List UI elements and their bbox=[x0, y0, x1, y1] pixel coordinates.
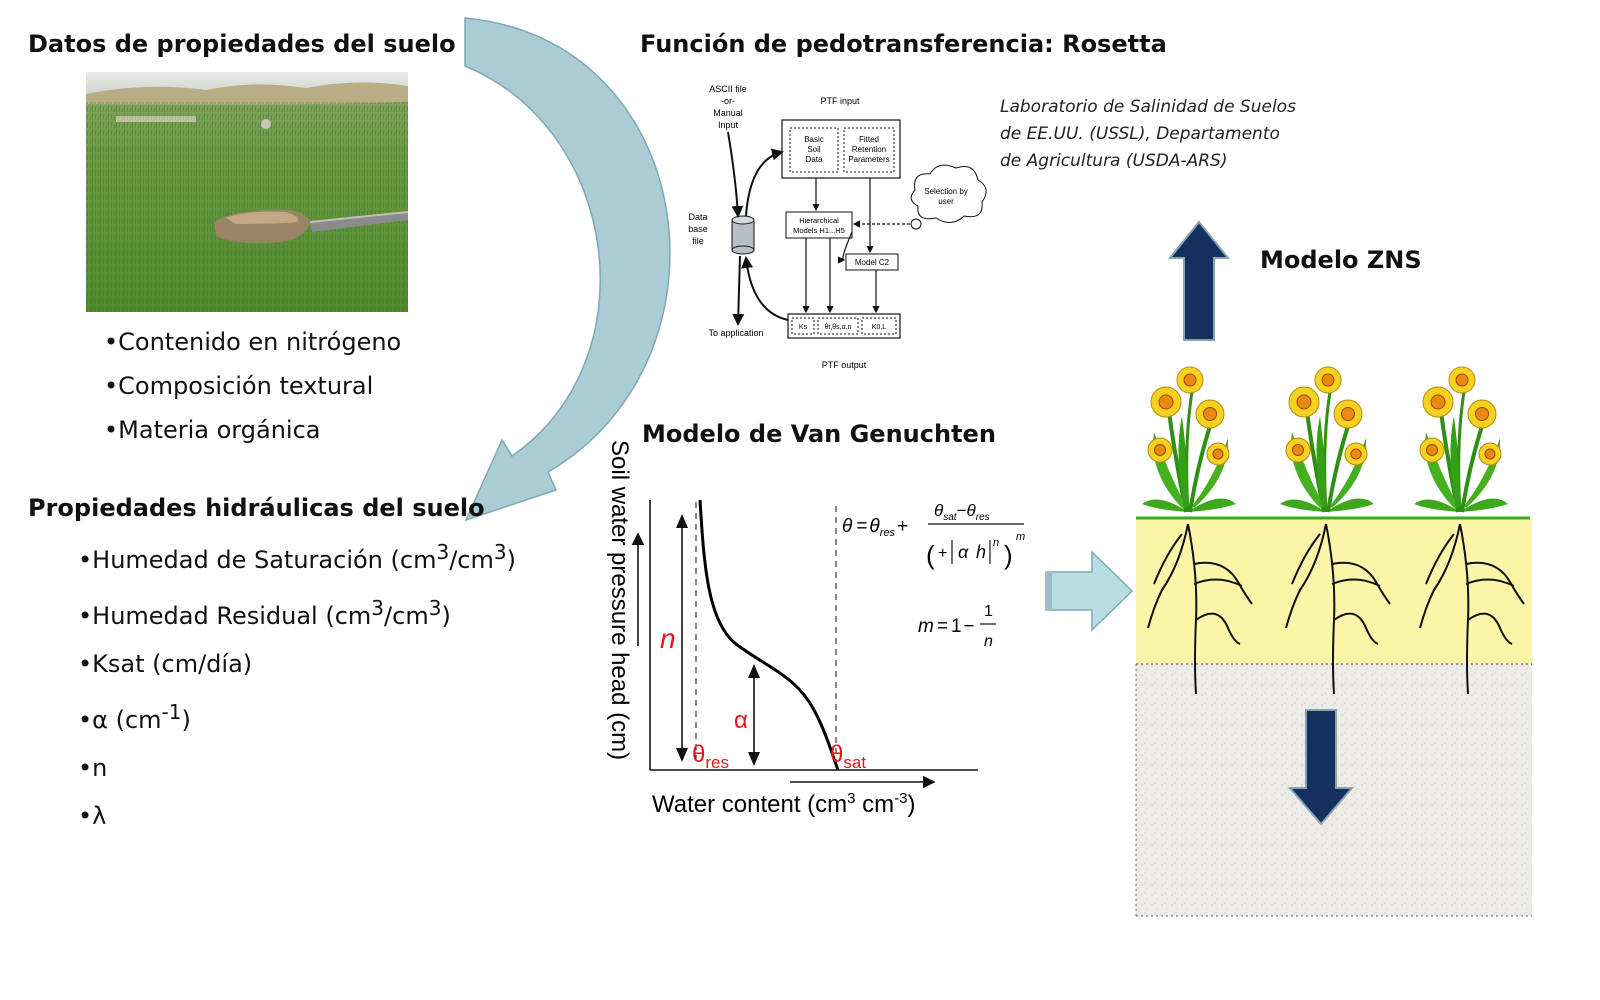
arrow-up-shape bbox=[1167, 220, 1231, 341]
svg-text:m: m bbox=[1016, 531, 1025, 543]
vg-equation-m: m = 1− 1 n bbox=[918, 603, 996, 650]
vg-theta-res-label: θres bbox=[692, 741, 729, 772]
flow-selection-cloud bbox=[910, 164, 987, 223]
institution-line: de EE.UU. (USSL), Departamento bbox=[1000, 124, 1280, 144]
rosetta-heading: Función de pedotransferencia: Rosetta bbox=[640, 30, 1167, 58]
van-genuchten-heading: Modelo de Van Genuchten bbox=[642, 420, 996, 448]
flow-basic-1: Basic bbox=[804, 135, 824, 144]
van-genuchten-diagram: Soil water pressure head (cm) n α θres θ… bbox=[606, 440, 1025, 818]
hydraulic-list: •Humedad de Saturación (cm3/cm3) •Humeda… bbox=[78, 528, 516, 840]
flow-ptf-input: PTF input bbox=[820, 96, 860, 106]
flow-input-source-3: Manual bbox=[713, 108, 743, 118]
soil-data-item: •Materia orgánica bbox=[104, 416, 321, 444]
svg-text:m=1−: m = 1− bbox=[918, 616, 975, 637]
hydraulic-item: •α (cm-1) bbox=[78, 700, 191, 734]
flow-arrows bbox=[727, 131, 910, 326]
vg-equation-theta: θ = θres + θsat−θres ( + α h n ) m bbox=[842, 501, 1025, 570]
hydraulic-item: •Humedad Residual (cm3/cm3) bbox=[78, 596, 451, 630]
flow-output-cell bbox=[817, 317, 859, 335]
hydraulic-item: •Ksat (cm/día) bbox=[78, 650, 253, 678]
flow-fitted-2: Retention bbox=[852, 145, 886, 154]
flow-hier-1: Hierarchical bbox=[799, 216, 839, 225]
flow-output-ks: Ks bbox=[799, 324, 808, 331]
soil-data-list: •Contenido en nitrógeno •Composición tex… bbox=[104, 320, 401, 452]
flow-fitted-3: Parameters bbox=[848, 155, 889, 164]
vg-x-axis-label: Water content (cm3 cm-3) bbox=[652, 790, 916, 818]
flow-model-c2-box bbox=[845, 253, 899, 271]
daffodil-plant bbox=[1412, 365, 1510, 514]
flow-database-cylinder bbox=[731, 215, 755, 255]
flow-fitted-box bbox=[843, 127, 895, 173]
flow-database-1: Data bbox=[688, 212, 707, 222]
flow-selection-bubble bbox=[910, 218, 922, 230]
flow-output-cell bbox=[861, 317, 897, 335]
vg-y-axis-label: Soil water pressure head (cm) bbox=[606, 440, 633, 760]
flow-selection-1: Selection by bbox=[924, 187, 968, 196]
svg-text:α: α bbox=[958, 542, 969, 562]
flow-output-k0: K0,L bbox=[872, 324, 887, 331]
flow-database-2: base bbox=[688, 224, 708, 234]
rosetta-institution: Laboratorio de Salinidad de Suelos de EE… bbox=[1000, 94, 1296, 175]
soil-profile bbox=[1135, 365, 1532, 917]
soil-data-heading: Datos de propiedades del suelo bbox=[28, 30, 456, 58]
flow-output-theta: θr,θs,α,n bbox=[824, 324, 851, 331]
flow-basic-3: Data bbox=[806, 155, 823, 164]
svg-text:): ) bbox=[1004, 540, 1013, 570]
flow-database-3: file bbox=[692, 236, 704, 246]
hydraulic-item: •n bbox=[78, 754, 108, 782]
flow-input-source-4: Input bbox=[718, 120, 739, 130]
arrow-up-icon bbox=[1167, 220, 1231, 341]
vg-theta-sat-label: θsat bbox=[830, 741, 866, 772]
flow-model-c2: Model C2 bbox=[855, 258, 890, 267]
block-arrow-right bbox=[1045, 550, 1134, 632]
flow-input-source-1: ASCII file bbox=[709, 84, 747, 94]
zns-label: Modelo ZNS bbox=[1260, 246, 1422, 274]
flow-to-application: To application bbox=[708, 328, 763, 338]
soil-data-item: •Contenido en nitrógeno bbox=[104, 328, 402, 356]
curved-arrow-shape bbox=[464, 17, 671, 522]
flow-hierarchical-box bbox=[785, 211, 853, 239]
svg-text:(: ( bbox=[926, 540, 935, 570]
flow-input-source-2: -or- bbox=[721, 96, 735, 106]
arrow-down-icon bbox=[1287, 709, 1355, 826]
svg-text:n: n bbox=[984, 633, 993, 650]
vg-param-alpha: α bbox=[734, 707, 748, 734]
curved-arrow bbox=[464, 17, 671, 522]
svg-text:θ=θres+: θ = θres + bbox=[842, 516, 908, 539]
flow-ptf-output: PTF output bbox=[822, 360, 867, 370]
vg-param-n: n bbox=[660, 623, 676, 654]
flow-basic-2: Soil bbox=[807, 145, 821, 154]
daffodil-plant bbox=[1140, 365, 1238, 514]
flow-hier-2: Models H1...H5 bbox=[793, 226, 845, 235]
soil-data-item: •Composición textural bbox=[104, 372, 374, 400]
flow-selection-2: user bbox=[938, 197, 954, 206]
flow-output-cell bbox=[791, 317, 815, 335]
daffodil-plant bbox=[1278, 365, 1376, 514]
institution-line: de Agricultura (USDA-ARS) bbox=[1000, 151, 1228, 171]
svg-text:n: n bbox=[993, 537, 999, 549]
flow-basic-soil-box bbox=[789, 127, 839, 173]
svg-text:θsat−θres: θsat−θres bbox=[934, 501, 990, 523]
flow-fitted-1: Fitted bbox=[859, 135, 879, 144]
svg-text:h: h bbox=[976, 542, 986, 562]
institution-line: Laboratorio de Salinidad de Suelos bbox=[1000, 97, 1296, 117]
hydraulic-item: •λ bbox=[78, 802, 107, 830]
svg-text:+: + bbox=[938, 545, 947, 562]
hydraulic-item: •Humedad de Saturación (cm3/cm3) bbox=[78, 540, 516, 574]
hydraulic-heading: Propiedades hidráulicas del suelo bbox=[28, 494, 485, 522]
vg-retention-curve bbox=[698, 499, 840, 771]
soil-sampling-photo bbox=[86, 72, 408, 312]
rosetta-flowchart: ASCII file -or- Manual Input PTF input B… bbox=[688, 84, 987, 370]
svg-text:1: 1 bbox=[984, 603, 993, 620]
